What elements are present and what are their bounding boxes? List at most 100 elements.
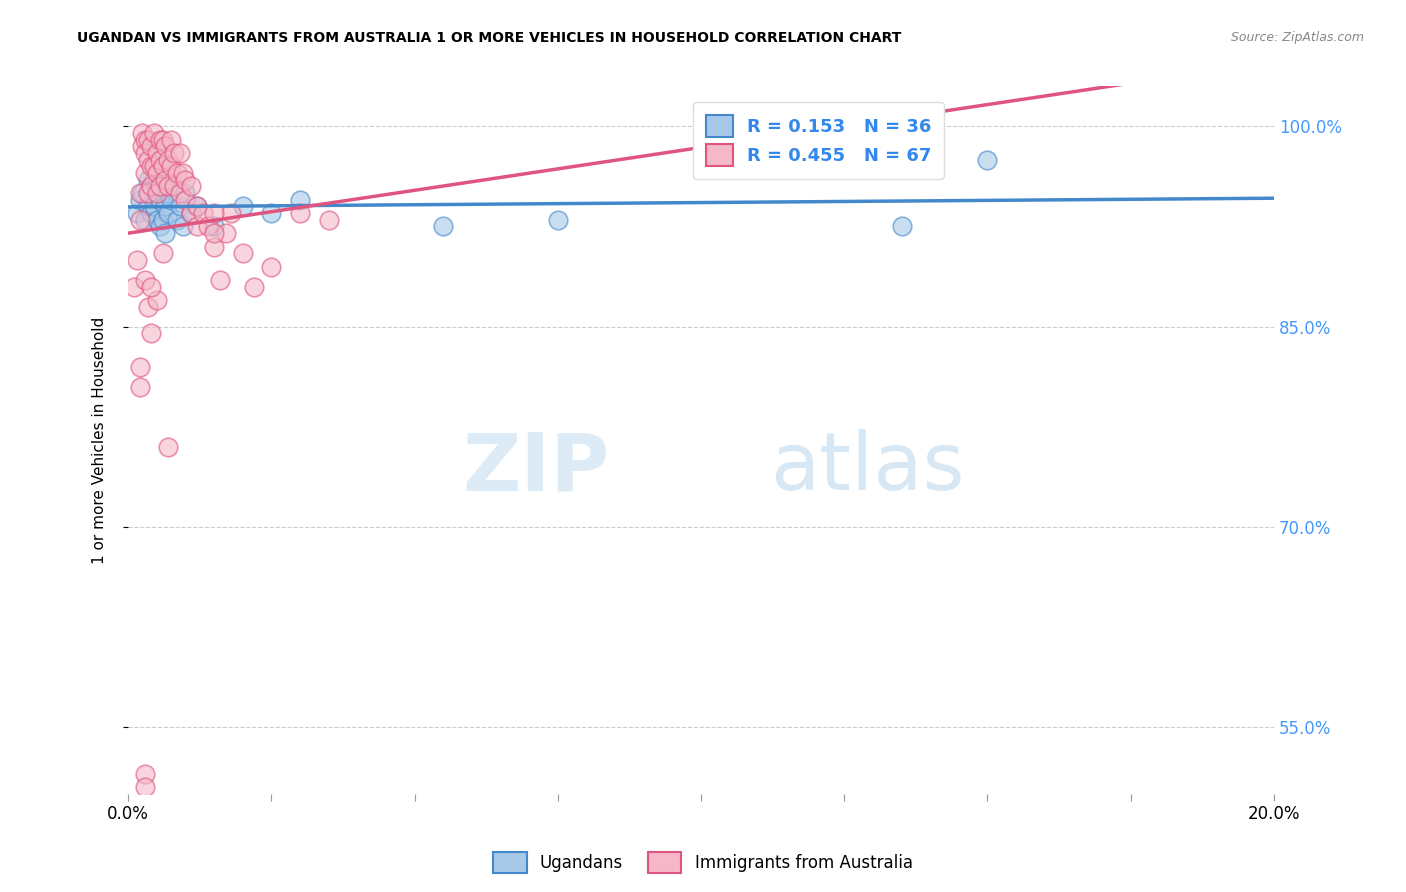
Point <box>260 260 283 274</box>
Point <box>219 206 242 220</box>
Point <box>163 146 186 161</box>
Point <box>149 153 172 167</box>
Point <box>547 212 569 227</box>
Point <box>142 173 165 187</box>
Point <box>128 359 150 374</box>
Point <box>166 166 188 180</box>
Point <box>152 246 174 260</box>
Point <box>172 219 194 234</box>
Point <box>149 133 172 147</box>
Point <box>134 146 156 161</box>
Point <box>142 160 165 174</box>
Point <box>208 273 231 287</box>
Point <box>186 199 208 213</box>
Point <box>160 160 183 174</box>
Point <box>139 139 162 153</box>
Point <box>134 166 156 180</box>
Point <box>202 226 225 240</box>
Point <box>202 219 225 234</box>
Point <box>243 279 266 293</box>
Point <box>136 133 159 147</box>
Point <box>174 186 197 201</box>
Point <box>160 193 183 207</box>
Point <box>174 173 197 187</box>
Point <box>169 186 191 201</box>
Point <box>139 160 162 174</box>
Point <box>136 173 159 187</box>
Point <box>172 166 194 180</box>
Point <box>128 186 150 201</box>
Point <box>288 206 311 220</box>
Point <box>186 199 208 213</box>
Point <box>125 206 148 220</box>
Point <box>134 273 156 287</box>
Point <box>125 252 148 267</box>
Point <box>149 219 172 234</box>
Point <box>180 179 202 194</box>
Point <box>169 146 191 161</box>
Point <box>136 153 159 167</box>
Point <box>128 193 150 207</box>
Point <box>142 199 165 213</box>
Point <box>142 126 165 140</box>
Point <box>976 153 998 167</box>
Point <box>146 293 169 307</box>
Point <box>139 326 162 341</box>
Point <box>157 153 180 167</box>
Point <box>139 279 162 293</box>
Point <box>202 239 225 253</box>
Point <box>131 186 153 201</box>
Point <box>136 186 159 201</box>
Text: UGANDAN VS IMMIGRANTS FROM AUSTRALIA 1 OR MORE VEHICLES IN HOUSEHOLD CORRELATION: UGANDAN VS IMMIGRANTS FROM AUSTRALIA 1 O… <box>77 31 901 45</box>
Point <box>128 379 150 393</box>
Point <box>157 186 180 201</box>
Point <box>186 219 208 234</box>
Point <box>432 219 454 234</box>
Point <box>288 193 311 207</box>
Point <box>214 226 236 240</box>
Point <box>152 186 174 201</box>
Point <box>134 133 156 147</box>
Point <box>136 300 159 314</box>
Point <box>134 766 156 780</box>
Point <box>890 219 912 234</box>
Point <box>146 212 169 227</box>
Point <box>131 126 153 140</box>
Point <box>155 199 177 213</box>
Point <box>152 160 174 174</box>
Legend: Ugandans, Immigrants from Australia: Ugandans, Immigrants from Australia <box>486 846 920 880</box>
Point <box>160 133 183 147</box>
Point <box>157 206 180 220</box>
Point <box>157 440 180 454</box>
Point <box>134 780 156 794</box>
Point <box>152 212 174 227</box>
Point <box>139 179 162 194</box>
Text: Source: ZipAtlas.com: Source: ZipAtlas.com <box>1230 31 1364 45</box>
Point <box>318 212 340 227</box>
Point <box>197 219 219 234</box>
Text: atlas: atlas <box>770 429 965 508</box>
Point <box>152 133 174 147</box>
Point <box>128 212 150 227</box>
Point <box>191 206 214 220</box>
Point <box>155 226 177 240</box>
Point <box>260 206 283 220</box>
Point <box>232 199 254 213</box>
Legend: R = 0.153   N = 36, R = 0.455   N = 67: R = 0.153 N = 36, R = 0.455 N = 67 <box>693 103 943 179</box>
Point <box>122 279 145 293</box>
Point <box>169 199 191 213</box>
Point <box>180 206 202 220</box>
Point <box>139 179 162 194</box>
Point <box>149 193 172 207</box>
Point <box>146 166 169 180</box>
Y-axis label: 1 or more Vehicles in Household: 1 or more Vehicles in Household <box>93 317 107 564</box>
Point <box>155 139 177 153</box>
Point <box>134 212 156 227</box>
Point <box>163 179 186 194</box>
Point <box>131 139 153 153</box>
Point <box>174 193 197 207</box>
Point <box>202 206 225 220</box>
Point <box>166 212 188 227</box>
Point <box>157 179 180 194</box>
Point <box>146 186 169 201</box>
